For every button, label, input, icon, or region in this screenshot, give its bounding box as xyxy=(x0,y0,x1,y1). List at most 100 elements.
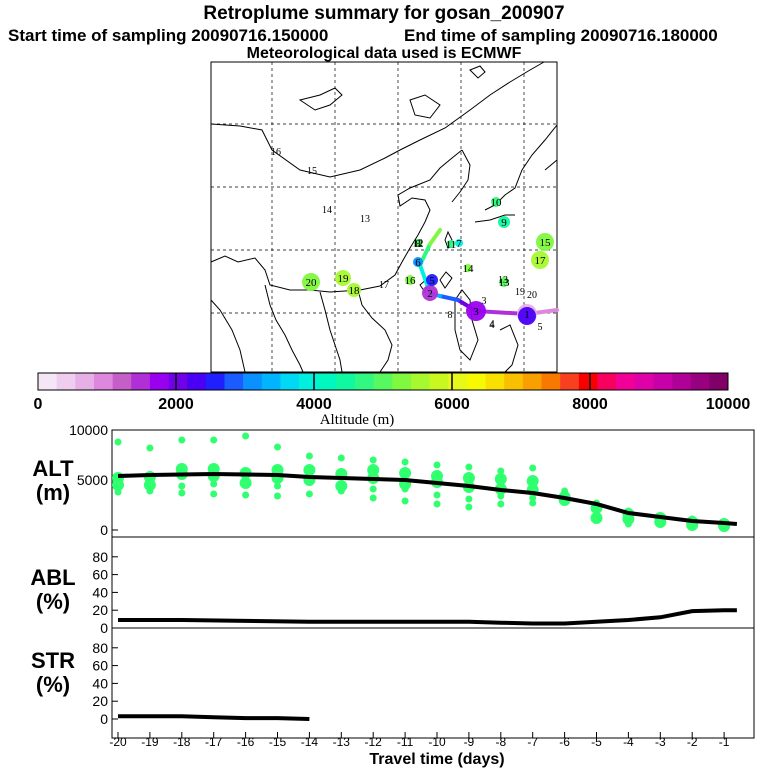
trajectory-day-label: 11 xyxy=(446,239,457,251)
plume-dot xyxy=(146,444,154,452)
trajectory-point xyxy=(466,301,486,321)
plume-dot xyxy=(178,482,186,490)
trajectory-day-label: 15 xyxy=(307,166,317,177)
colorbar-swatch xyxy=(93,373,113,390)
colorbar-swatch xyxy=(410,373,430,390)
trajectory-day-label: 17 xyxy=(379,280,389,291)
trajectory-day-label: 14 xyxy=(322,205,332,216)
x-tick-label: -17 xyxy=(205,735,223,749)
plume-dot xyxy=(178,489,186,497)
x-tick-label: -16 xyxy=(237,735,255,749)
str-panel-label: STR xyxy=(31,648,75,673)
x-tick-label: -2 xyxy=(687,735,698,749)
x-tick-label: -5 xyxy=(591,735,602,749)
trajectory-day-label: 4 xyxy=(490,319,495,330)
trajectory-point xyxy=(414,239,422,247)
plume-dot xyxy=(529,499,537,507)
x-tick-label: -19 xyxy=(141,735,159,749)
trajectory-path xyxy=(302,197,559,325)
trajectory-day-label: 14 xyxy=(463,263,475,275)
plume-dot xyxy=(369,494,377,502)
colorbar-swatch xyxy=(224,373,244,390)
x-tick-label: -1 xyxy=(719,735,730,749)
colorbar-swatch xyxy=(75,373,95,390)
trajectory-day-label: 3 xyxy=(473,306,479,318)
alt-tick-label: 0 xyxy=(100,522,108,538)
str-tick-label: 0 xyxy=(100,711,108,727)
plume-dot xyxy=(112,479,124,491)
end-time-label: End time of sampling 20090716.180000 xyxy=(404,26,718,45)
trajectory-day-label: 19 xyxy=(338,273,350,285)
plume-dot xyxy=(274,492,281,500)
trajectory-day-label: 12 xyxy=(413,238,423,249)
alt-tick-label: 10000 xyxy=(69,422,108,438)
trajectory-point xyxy=(498,216,510,228)
colorbar-swatch xyxy=(261,373,281,390)
plume-dot xyxy=(337,487,345,495)
colorbar-swatch xyxy=(560,373,580,390)
colorbar-swatch xyxy=(336,373,356,390)
plume-dot xyxy=(433,461,441,469)
str-tick-label: 40 xyxy=(92,675,108,691)
colorbar-swatch xyxy=(634,373,654,390)
plume-dot xyxy=(337,454,345,462)
colorbar-label: Altitude (m) xyxy=(320,412,395,428)
trajectory-point xyxy=(405,275,415,285)
trajectory-day-label: 7 xyxy=(456,238,462,250)
plume-dot xyxy=(369,456,377,464)
colorbar-swatch xyxy=(56,373,76,390)
colorbar-swatch xyxy=(205,373,225,390)
x-tick-label: -7 xyxy=(527,735,538,749)
colorbar-swatch xyxy=(392,373,412,390)
trajectory-day-label: 10 xyxy=(491,197,503,209)
trajectory-day-label: 17 xyxy=(535,255,547,267)
x-tick-label: -9 xyxy=(464,735,475,749)
x-tick-label: -18 xyxy=(173,735,191,749)
trajectory-day-label: 16 xyxy=(405,275,417,287)
trajectory-day-label: 1 xyxy=(524,309,530,321)
trajectory-day-label: 9 xyxy=(501,217,507,229)
x-tick-label: -11 xyxy=(397,735,414,749)
colorbar-swatch xyxy=(355,373,374,390)
trajectory-point xyxy=(531,251,549,269)
colorbar-tick-label: 4000 xyxy=(296,396,332,413)
plume-dot xyxy=(529,464,537,472)
start-time-label: Start time of sampling 20090716.150000 xyxy=(8,26,329,45)
chart-title: Retroplume summary for gosan_200907 xyxy=(203,3,565,24)
plume-dot xyxy=(305,452,313,460)
trajectory-day-label: 13 xyxy=(360,214,370,225)
trajectory-day-label: 20 xyxy=(527,290,537,301)
abl-line xyxy=(118,608,737,626)
colorbar-swatch xyxy=(448,373,468,390)
str-tick-label: 60 xyxy=(92,658,108,674)
x-tick-label: -12 xyxy=(365,735,383,749)
alt-panel-unit: (m) xyxy=(36,480,70,505)
trajectory-day-label: 18 xyxy=(349,285,361,297)
trajectory-day-label: 8 xyxy=(415,238,421,250)
plume-dot xyxy=(462,472,475,484)
plume-dot xyxy=(401,485,409,493)
colorbar-swatch xyxy=(187,373,207,390)
plume-dot xyxy=(465,463,473,471)
plume-dot xyxy=(305,490,313,498)
colorbar-swatch xyxy=(709,373,729,390)
x-tick-label: -14 xyxy=(301,735,319,749)
plume-dot xyxy=(497,467,505,475)
trajectory-point xyxy=(335,270,351,286)
plume-dot xyxy=(465,495,473,503)
trajectory-point xyxy=(499,277,509,287)
trajectory-point xyxy=(464,264,472,272)
trajectory-day-label: 5 xyxy=(429,275,435,287)
trajectory-day-label: 4 xyxy=(489,319,495,331)
met-data-label: Meteorological data used is ECMWF xyxy=(246,45,522,62)
trajectory-day-label: 5 xyxy=(538,322,543,333)
trajectory-day-label: 8 xyxy=(448,310,453,321)
colorbar-swatch xyxy=(690,373,710,390)
trajectory-point xyxy=(426,274,438,286)
trajectory-point xyxy=(347,283,361,297)
plume-dot xyxy=(590,512,603,524)
plume-dot xyxy=(114,438,122,446)
trajectory-point xyxy=(422,285,438,301)
str-line xyxy=(118,714,310,721)
